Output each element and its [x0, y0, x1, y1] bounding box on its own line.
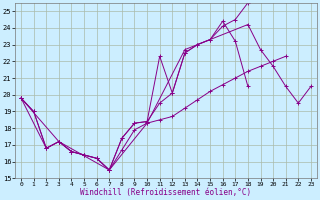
X-axis label: Windchill (Refroidissement éolien,°C): Windchill (Refroidissement éolien,°C)	[80, 188, 252, 197]
